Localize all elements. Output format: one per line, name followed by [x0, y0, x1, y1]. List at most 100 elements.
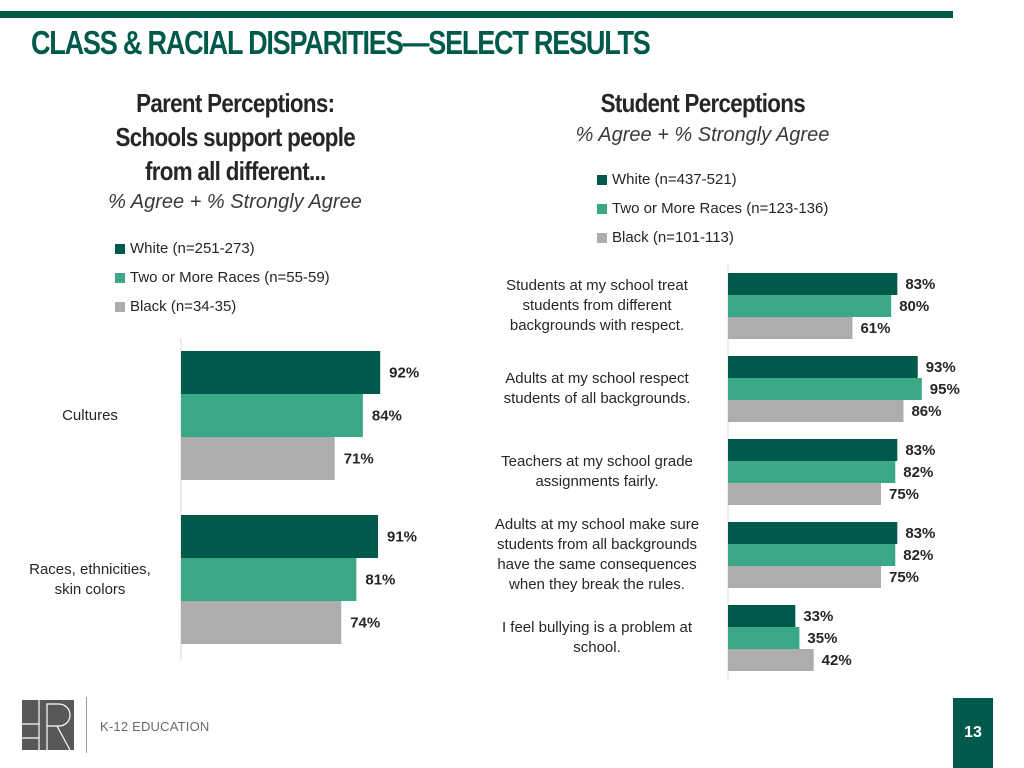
student-data-label: 82%	[903, 464, 933, 481]
legend-label: Two or More Races (n=123-136)	[612, 200, 829, 217]
student-bar-white	[728, 356, 918, 378]
parent-data-label: 81%	[365, 572, 395, 589]
student-category-label: Adults at my school make sure students fr…	[482, 515, 712, 595]
student-chart-title-line: Student Perceptions	[600, 88, 805, 118]
category-label-line: Teachers at my school grade	[501, 453, 693, 470]
student-chart-subtitle: % Agree + % Strongly Agree	[575, 124, 830, 146]
category-label-line: Cultures	[62, 406, 118, 424]
student-chart-title: Student Perceptions	[540, 86, 865, 120]
student-data-label: 93%	[926, 359, 956, 376]
parent-data-label: 92%	[389, 365, 419, 382]
legend-label: Two or More Races (n=55-59)	[130, 269, 330, 286]
student-bar-black	[728, 483, 881, 505]
legend-item-white: White (n=251-273)	[115, 234, 330, 263]
legend-label: White (n=437-521)	[612, 171, 737, 188]
parent-bar-two-or-more	[181, 558, 357, 601]
parent-chart-title-line: Parent Perceptions:	[135, 88, 335, 118]
student-data-label: 82%	[903, 547, 933, 564]
category-label-line: skin colors	[54, 580, 126, 598]
category-label-line: Students at my school treat	[506, 277, 688, 294]
parent-category-label: Cultures	[15, 406, 165, 426]
student-data-label: 95%	[930, 381, 960, 398]
student-category-label: I feel bullying is a problem at school.	[482, 618, 712, 658]
category-label-line: school.	[573, 639, 621, 656]
category-label-line: when they break the rules.	[509, 576, 685, 593]
category-label-line: Races, ethnicities,	[29, 560, 151, 578]
legend-swatch-two-or-more	[115, 272, 125, 283]
legend-swatch-two-or-more	[597, 203, 607, 214]
page-number: 13	[964, 724, 982, 741]
parent-chart-title: Parent Perceptions: Schools support peop…	[60, 86, 410, 188]
parent-category-label: Races, ethnicities, skin colors	[15, 560, 165, 600]
student-data-label: 75%	[889, 486, 919, 503]
legend-item-white: White (n=437-521)	[597, 165, 828, 194]
parent-chart-subtitle: % Agree + % Strongly Agree	[108, 191, 362, 213]
legend-swatch-white	[115, 243, 125, 254]
footer-section-label: K-12 EDUCATION	[100, 719, 210, 734]
student-bar-two-or-more	[728, 544, 896, 566]
student-data-label: 83%	[905, 442, 935, 459]
category-label-line: students from all backgrounds	[496, 536, 698, 553]
student-bar-two-or-more	[728, 627, 800, 649]
parent-data-label: 71%	[344, 451, 374, 468]
hr-logo	[22, 700, 74, 751]
parent-bar-two-or-more	[181, 394, 363, 437]
student-data-label: 83%	[905, 276, 935, 293]
student-bar-two-or-more	[728, 378, 922, 400]
category-label-line: students of all backgrounds.	[503, 390, 691, 407]
student-bar-black	[728, 566, 881, 588]
category-label-line: backgrounds with respect.	[509, 317, 685, 334]
legend-label: Black (n=34-35)	[130, 298, 237, 315]
legend-item-two-or-more: Two or More Races (n=55-59)	[115, 263, 330, 292]
student-bar-black	[728, 400, 904, 422]
student-data-label: 83%	[905, 525, 935, 542]
student-data-label: 80%	[899, 298, 929, 315]
student-bar-white	[728, 439, 898, 461]
student-category-label: Teachers at my school grade assignments f…	[482, 452, 712, 492]
category-label-line: students from different	[522, 297, 672, 314]
student-data-label: 75%	[889, 569, 919, 586]
parent-chart-legend: White (n=251-273) Two or More Races (n=5…	[115, 234, 330, 321]
parent-chart-title-line: from all different...	[144, 156, 326, 186]
top-rule	[0, 11, 953, 18]
student-data-label: 42%	[822, 652, 852, 669]
parent-bar-black	[181, 601, 342, 644]
category-label-line: Adults at my school respect	[505, 370, 689, 387]
legend-item-black: Black (n=101-113)	[597, 223, 828, 252]
student-data-label: 86%	[911, 403, 941, 420]
hr-logo-icon	[22, 700, 74, 751]
parent-chart-title-line: Schools support people	[115, 122, 355, 152]
legend-swatch-white	[597, 174, 607, 185]
student-bar-white	[728, 522, 898, 544]
legend-label: Black (n=101-113)	[612, 229, 734, 246]
legend-item-two-or-more: Two or More Races (n=123-136)	[597, 194, 828, 223]
student-category-label: Adults at my school respect students of a…	[482, 369, 712, 409]
legend-swatch-black	[115, 301, 125, 312]
legend-item-black: Black (n=34-35)	[115, 292, 330, 321]
parent-bar-white	[181, 515, 379, 558]
parent-bar-black	[181, 437, 335, 480]
student-data-label: 61%	[860, 320, 890, 337]
footer-divider	[86, 697, 87, 753]
student-bar-black	[728, 649, 814, 671]
page-number-badge: 13	[953, 698, 993, 768]
parent-data-label: 84%	[372, 408, 402, 425]
student-bar-two-or-more	[728, 295, 892, 317]
student-bar-two-or-more	[728, 461, 896, 483]
student-chart-legend: White (n=437-521) Two or More Races (n=1…	[597, 165, 828, 252]
student-category-label: Students at my school treat students from…	[482, 276, 712, 336]
student-bar-white	[728, 273, 898, 295]
legend-swatch-black	[597, 232, 607, 243]
legend-label: White (n=251-273)	[130, 240, 255, 257]
parent-data-label: 74%	[350, 615, 380, 632]
category-label-line: Adults at my school make sure	[494, 516, 700, 533]
category-label-line: assignments fairly.	[535, 473, 659, 490]
parent-bar-white	[181, 351, 381, 394]
student-bar-white	[728, 605, 796, 627]
category-label-line: have the same consequences	[497, 556, 697, 573]
student-data-label: 35%	[807, 630, 837, 647]
category-label-line: I feel bullying is a problem at	[501, 619, 693, 636]
student-bar-black	[728, 317, 853, 339]
student-data-label: 33%	[803, 608, 833, 625]
